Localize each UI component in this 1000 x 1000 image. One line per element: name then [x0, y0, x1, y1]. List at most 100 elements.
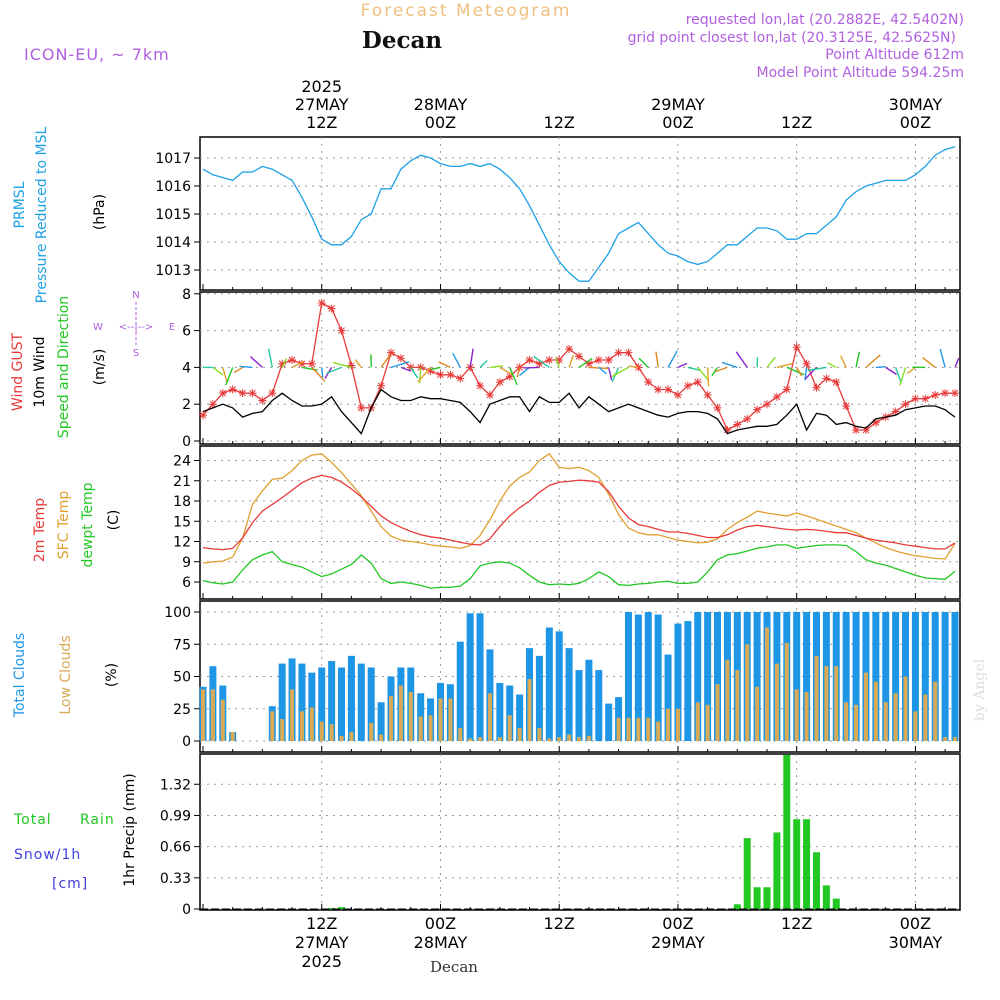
cm-label: [cm] [52, 876, 88, 892]
low-cloud-bar [586, 735, 591, 741]
gust-marker [545, 356, 554, 365]
wind-arrow [233, 366, 243, 374]
low-cloud-bar [705, 704, 710, 741]
tick-label-clouds: 25 [173, 702, 191, 718]
gust-marker [664, 385, 673, 394]
wind-arrow [326, 366, 342, 375]
gust-marker [406, 363, 415, 372]
low-cloud-bar [903, 676, 908, 741]
gust-marker [426, 367, 435, 376]
low-cloud-bar [210, 689, 215, 741]
wind-arrow [489, 365, 503, 369]
total-cloud-bar [842, 612, 850, 741]
panel-frame-temp [199, 445, 961, 600]
gust-marker [832, 378, 841, 387]
total-cloud-bar [278, 663, 286, 741]
gust-marker [476, 381, 485, 390]
gust-marker [565, 345, 574, 353]
wind-arrow [776, 362, 793, 369]
low-cloud-bar [389, 695, 393, 741]
total-cloud-bar [654, 614, 662, 741]
low-cloud-bar [349, 731, 354, 741]
total-cloud-bar [911, 612, 919, 741]
top-date: 28MAY [414, 95, 468, 114]
gust-marker [258, 396, 267, 405]
gust-marker [446, 370, 455, 379]
wind-arrow [225, 367, 234, 386]
gust-marker [713, 403, 722, 412]
wind-arrow [452, 352, 461, 368]
low-cloud-bar [913, 711, 918, 741]
gust-marker [753, 405, 762, 414]
wind-arrow [301, 366, 318, 371]
gust-marker [604, 356, 613, 365]
wind-arrow [827, 362, 837, 369]
dewpt-label: dewpt Temp [80, 482, 96, 567]
total-label: Total [13, 812, 52, 828]
low-cloud-bar [557, 737, 562, 741]
wind-arrow [568, 354, 574, 368]
precip-axis-label: 1hr Precip (mm) [122, 773, 138, 886]
low-cloud-bar [735, 670, 740, 741]
wind-arrow [430, 366, 441, 371]
low-cloud-bar [933, 681, 938, 741]
low-cloud-bar [497, 737, 502, 741]
gust-marker [485, 391, 494, 399]
tick-label-pressure: 1015 [155, 207, 191, 223]
bottom-date: 29MAY [651, 933, 705, 952]
plot-area: 1013101410151016101702468691215182124025… [155, 77, 961, 971]
total-cloud-bar [803, 612, 811, 741]
tick-label-pressure: 1014 [155, 235, 191, 251]
low-cloud-bar [923, 694, 928, 741]
total-cloud-bar [555, 631, 563, 741]
low-cloud-bar [487, 693, 492, 741]
low-cloud-bar [893, 693, 898, 741]
total-cloud-bar [793, 612, 801, 741]
tick-label-temp: 6 [182, 575, 191, 591]
low-cloud-bar [448, 698, 453, 741]
total-cloud-bar [357, 663, 365, 741]
panel-frame-wind [199, 291, 961, 445]
wind-arrow [509, 367, 518, 386]
low-cloud-bar [794, 689, 799, 741]
wind-arrow [807, 366, 827, 372]
low-cloud-bar [804, 691, 809, 741]
gust-marker [614, 348, 623, 357]
gust-marker [555, 356, 564, 365]
compass-icon: N S W E <--|--> [93, 290, 175, 359]
bottom-hour: 12Z [544, 914, 575, 933]
low-cloud-bar [646, 717, 651, 741]
total-cloud-bar [308, 672, 316, 741]
gust-marker [307, 359, 316, 368]
gust-marker [861, 425, 870, 434]
low-cloud-bar [458, 728, 463, 741]
total-cloud-bar [516, 694, 524, 741]
total-cloud-bar [298, 663, 306, 741]
low-clouds-label: Low Clouds [58, 635, 74, 714]
low-cloud-bar [329, 724, 334, 741]
wind-arrow [418, 367, 422, 384]
wind-arrow [939, 348, 946, 368]
gust-marker [703, 391, 712, 399]
low-cloud-bar [379, 734, 384, 741]
wind-arrow [611, 366, 629, 378]
low-cloud-bar [319, 721, 324, 741]
compass-s: S [133, 348, 139, 359]
low-cloud-bar [527, 679, 532, 741]
top-hour: 00Z [662, 113, 693, 132]
tick-label-clouds: 50 [173, 670, 191, 686]
precip-bar [338, 907, 346, 909]
precip-bar [783, 754, 791, 909]
wind-arrow [390, 361, 410, 369]
precip-bar [328, 908, 336, 910]
wind-arrow [875, 366, 886, 369]
snow-label: Snow/1h [14, 847, 81, 863]
wind-arrow [222, 367, 228, 383]
low-cloud-bar [824, 666, 829, 741]
wind-arrow [735, 351, 748, 368]
gust-marker [931, 391, 940, 399]
low-cloud-bar [398, 685, 403, 741]
low-cloud-bar [666, 708, 671, 741]
wind-arrow [410, 367, 419, 379]
